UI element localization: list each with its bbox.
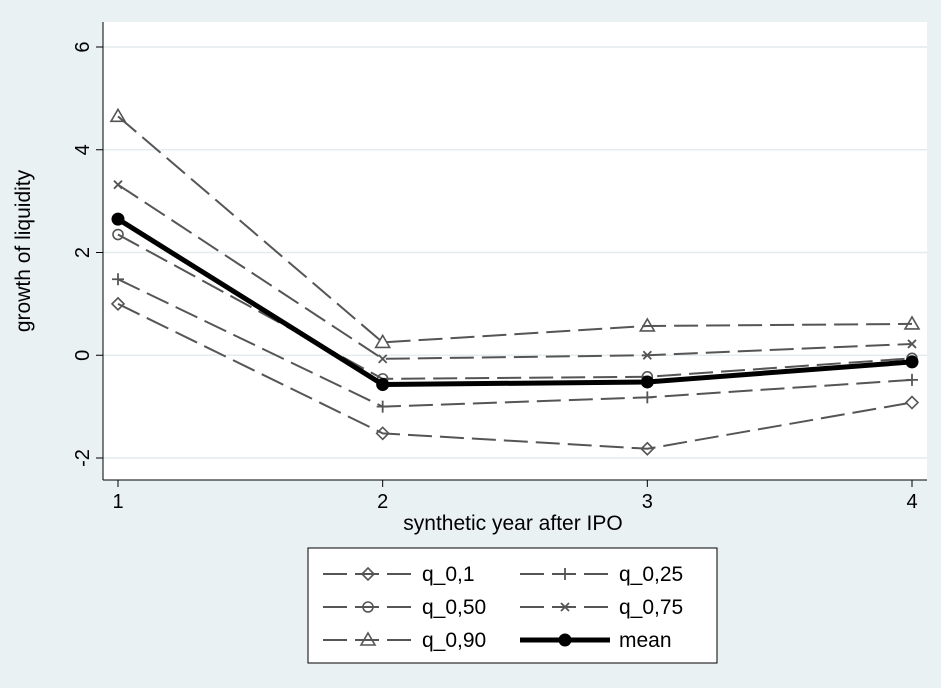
axes: -2 0 2 4 6 1 2 3 4 — [72, 22, 927, 513]
legend-marker — [360, 566, 376, 582]
series-line — [117, 183, 913, 360]
series-line — [117, 115, 913, 344]
data-point — [376, 400, 389, 413]
x-tick-label: 2 — [377, 491, 388, 513]
data-point — [907, 339, 917, 349]
data-point — [376, 378, 390, 392]
legend-label: q_0,50 — [422, 596, 486, 619]
series-line — [117, 233, 913, 380]
series-line — [117, 278, 913, 408]
data-point — [113, 180, 123, 190]
data-point — [640, 441, 655, 456]
legend-marker — [559, 568, 571, 580]
data-point — [906, 373, 918, 386]
y-tick-label: 0 — [72, 350, 94, 361]
series-layer — [109, 107, 921, 456]
legend: q_0,1 q_0,25 q_0,50 q_0,75 q_0,90 mean — [307, 547, 718, 664]
x-tick-label: 4 — [906, 491, 917, 513]
legend-marker — [362, 601, 374, 613]
grid-lines — [103, 46, 927, 459]
legend-label: q_0,1 — [422, 563, 475, 586]
legend-marker — [560, 602, 570, 612]
data-point — [638, 317, 656, 332]
data-point — [904, 395, 920, 410]
data-point — [640, 375, 654, 389]
data-point — [375, 426, 390, 441]
data-point — [374, 333, 392, 349]
y-tick-label: 2 — [72, 247, 94, 258]
data-point — [111, 212, 125, 226]
legend-marker — [359, 631, 377, 646]
legend-label: q_0,75 — [619, 596, 683, 619]
data-point — [641, 391, 654, 404]
legend-label: mean — [619, 629, 672, 652]
legend-box — [307, 547, 718, 664]
legend-label: q_0,90 — [422, 629, 486, 652]
data-point — [642, 350, 652, 360]
data-point — [378, 354, 388, 364]
series-line — [117, 302, 913, 450]
x-tick-label: 3 — [642, 491, 653, 513]
series-line — [116, 216, 913, 388]
data-point — [905, 355, 919, 369]
y-tick-label: 4 — [72, 144, 94, 155]
data-point — [109, 107, 127, 123]
x-axis-title: synthetic year after IPO — [403, 512, 622, 535]
data-point — [903, 315, 921, 330]
y-tick-label: -2 — [72, 449, 94, 467]
data-point — [110, 296, 126, 312]
data-point — [112, 228, 124, 241]
legend-marker — [558, 633, 572, 647]
plot-area — [103, 22, 927, 480]
y-axis-title: growth of liquidity — [12, 169, 35, 332]
y-tick-label: 6 — [72, 41, 94, 52]
x-tick-label: 1 — [112, 491, 123, 513]
legend-label: q_0,25 — [619, 563, 683, 586]
data-point — [112, 273, 124, 286]
